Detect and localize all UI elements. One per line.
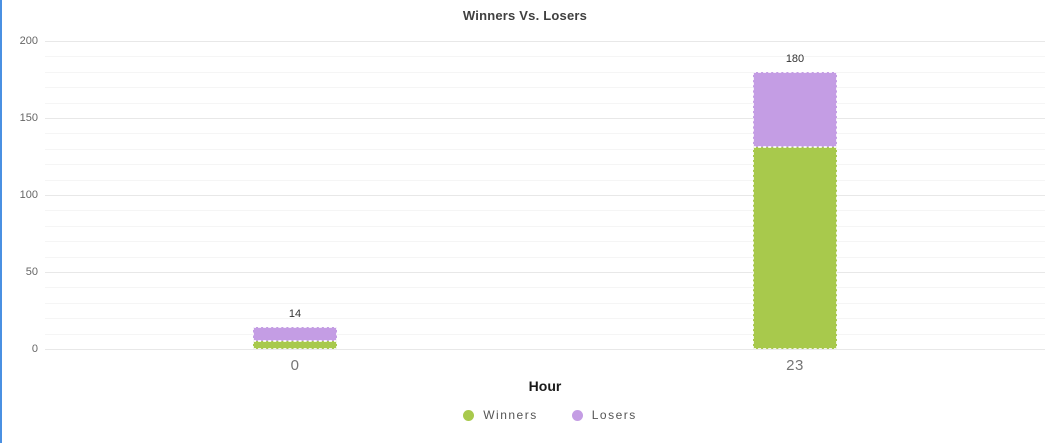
minor-gridline (45, 56, 1045, 58)
minor-gridline (45, 102, 1045, 104)
x-axis-title: Hour (528, 378, 562, 394)
minor-gridline (45, 87, 1045, 89)
plot-area: 14 180 (45, 41, 1045, 350)
losers-segment[interactable] (753, 71, 837, 148)
legend-item-winners[interactable]: Winners (463, 408, 538, 422)
x-axis-tick-labels: 0 23 (45, 357, 1045, 377)
winners-segment[interactable] (253, 341, 337, 349)
minor-gridline (45, 179, 1045, 181)
major-gridline (45, 272, 1045, 273)
minor-gridline (45, 241, 1045, 243)
y-axis-tick-labels: 0 50 100 150 200 (0, 35, 38, 355)
stacked-bar-hour-23[interactable]: 180 (753, 53, 837, 349)
y-axis-tick-label: 150 (19, 112, 38, 124)
x-axis-tick-label: 0 (290, 357, 300, 374)
bar-total-label: 180 (785, 52, 805, 65)
y-axis-tick-label: 0 (31, 343, 38, 355)
chart-legend: Winners Losers (0, 408, 1050, 422)
x-axis-tick-label: 23 (786, 357, 804, 374)
y-axis-tick-label: 200 (19, 35, 38, 47)
minor-gridline (45, 302, 1045, 304)
major-gridline (45, 41, 1045, 42)
winners-segment[interactable] (753, 147, 837, 349)
minor-gridline (45, 287, 1045, 289)
bar-total-label: 14 (288, 308, 302, 321)
minor-gridline (45, 318, 1045, 320)
chart-title: Winners Vs. Losers (462, 8, 588, 23)
minor-gridline (45, 71, 1045, 73)
legend-label: Losers (591, 408, 637, 422)
minor-gridline (45, 164, 1045, 166)
left-edge-accent-stripe (0, 0, 2, 443)
major-gridline (45, 195, 1045, 196)
minor-gridline (45, 256, 1045, 258)
y-axis-tick-label: 100 (19, 189, 38, 201)
legend-item-losers[interactable]: Losers (571, 408, 637, 422)
minor-gridline (45, 148, 1045, 150)
major-gridline (45, 118, 1045, 119)
minor-gridline (45, 210, 1045, 212)
stacked-bar-hour-0[interactable]: 14 (253, 308, 337, 349)
legend-label: Winners (483, 408, 538, 422)
losers-segment[interactable] (253, 327, 337, 342)
minor-gridline (45, 333, 1045, 335)
winners-legend-dot-icon (463, 409, 475, 421)
major-gridline (45, 349, 1045, 350)
minor-gridline (45, 133, 1045, 135)
minor-gridline (45, 225, 1045, 227)
losers-legend-dot-icon (571, 409, 583, 421)
y-axis-tick-label: 50 (25, 266, 38, 278)
